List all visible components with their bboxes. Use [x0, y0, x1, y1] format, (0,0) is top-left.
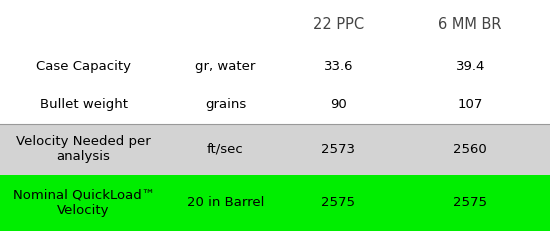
Text: Velocity Needed per
analysis: Velocity Needed per analysis: [16, 135, 151, 163]
Bar: [0, 175, 550, 231]
Text: 107: 107: [458, 98, 483, 111]
Text: 22 PPC: 22 PPC: [313, 16, 364, 31]
Text: Case Capacity: Case Capacity: [36, 60, 131, 73]
Text: 2573: 2573: [321, 143, 355, 156]
Text: Bullet weight: Bullet weight: [40, 98, 128, 111]
Bar: [0, 124, 550, 175]
Text: grains: grains: [205, 98, 246, 111]
Text: 2575: 2575: [453, 197, 487, 210]
Text: 39.4: 39.4: [455, 60, 485, 73]
Text: ft/sec: ft/sec: [207, 143, 244, 156]
Bar: [0, 86, 550, 124]
Text: 2560: 2560: [453, 143, 487, 156]
Text: Nominal QuickLoad™
Velocity: Nominal QuickLoad™ Velocity: [13, 189, 155, 217]
Text: 33.6: 33.6: [323, 60, 353, 73]
Text: gr, water: gr, water: [195, 60, 256, 73]
Text: 20 in Barrel: 20 in Barrel: [187, 197, 264, 210]
Text: 6 MM BR: 6 MM BR: [438, 16, 502, 31]
Text: 2575: 2575: [321, 197, 355, 210]
Text: 90: 90: [330, 98, 346, 111]
Bar: [0, 48, 550, 86]
